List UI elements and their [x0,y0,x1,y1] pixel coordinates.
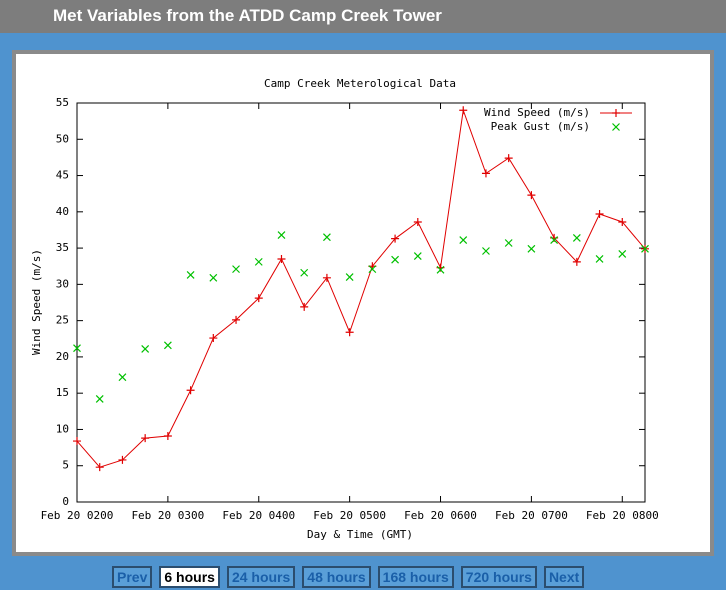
x-tick-label: Feb 20 0300 [131,509,204,522]
y-tick-label: 0 [62,495,69,508]
x-tick-label: Feb 20 0700 [495,509,568,522]
marker [413,217,422,226]
marker [163,431,172,440]
marker [277,254,286,263]
marker [118,373,127,382]
y-tick-label: 5 [62,459,69,472]
marker [481,169,490,178]
marker [345,273,354,282]
legend-label: Peak Gust (m/s) [491,120,590,133]
nav-button[interactable]: Prev [112,566,153,588]
marker [73,344,81,353]
nav: Prev 6 hours 24 hours 48 hours 168 hours 720 … [112,566,585,588]
x-axis-label: Day & Time (GMT) [307,528,413,541]
y-tick-label: 20 [56,350,69,363]
legend-marker [612,109,620,117]
marker [595,209,604,218]
marker [232,315,241,324]
marker [254,257,263,266]
marker [413,252,422,260]
marker [641,244,649,253]
marker [186,271,195,279]
y-tick-label: 35 [56,241,69,254]
marker [595,255,604,263]
marker [95,395,104,403]
y-tick-label: 10 [56,422,69,435]
marker [572,257,581,266]
marker [345,328,354,337]
marker [368,265,377,274]
y-tick-label: 45 [56,169,69,182]
marker [504,154,513,163]
y-axis-label: Wind Speed (m/s) [30,249,43,355]
marker [550,236,559,245]
chart-title: Camp Creek Meterological Data [264,77,456,90]
marker [300,302,309,311]
x-tick-label: Feb 20 0600 [404,509,477,522]
marker [277,231,286,239]
nav-button[interactable]: 168 hours [377,566,454,588]
marker [618,249,627,258]
marker [459,106,468,115]
marker [232,265,240,274]
y-tick-label: 40 [56,205,69,218]
x-tick-label: Feb 20 0400 [222,509,295,522]
marker [163,341,172,350]
page-title: Met Variables from the ATDD Camp Creek T… [0,0,726,33]
marker [391,234,400,243]
x-tick-label: Feb 20 0800 [586,509,659,522]
marker [209,273,218,282]
nav-button[interactable]: 48 hours [302,566,371,588]
nav-button[interactable]: 720 hours [460,566,537,588]
marker [436,265,445,274]
marker [141,345,150,353]
marker [141,434,150,443]
y-tick-label: 55 [56,96,69,109]
y-tick-label: 30 [56,277,69,290]
y-tick-label: 50 [56,132,69,145]
legend-marker [612,123,620,131]
x-tick-label: Feb 20 0500 [313,509,386,522]
nav-button[interactable]: 24 hours [226,566,296,588]
marker [95,463,104,472]
nav-button[interactable]: 6 hours [159,566,220,588]
marker [482,247,490,255]
marker [459,236,468,245]
legend-label: Wind Speed (m/s) [484,106,590,119]
marker [322,273,331,282]
plot-frame [76,102,646,503]
nav-button[interactable]: Next [543,566,585,588]
marker [300,268,309,277]
x-tick-label: Feb 20 0200 [41,509,114,522]
marker [209,334,218,343]
marker [186,386,195,395]
y-tick-label: 15 [56,386,69,399]
series-line [76,110,646,468]
marker [118,455,127,464]
marker [527,244,536,253]
marker [618,217,627,226]
marker [527,191,536,200]
marker [254,294,263,303]
marker [504,239,513,247]
marker [73,437,81,446]
chart-panel [12,50,714,556]
y-tick-label: 25 [56,314,69,327]
marker [572,234,581,242]
marker [391,255,400,264]
marker [322,233,331,242]
